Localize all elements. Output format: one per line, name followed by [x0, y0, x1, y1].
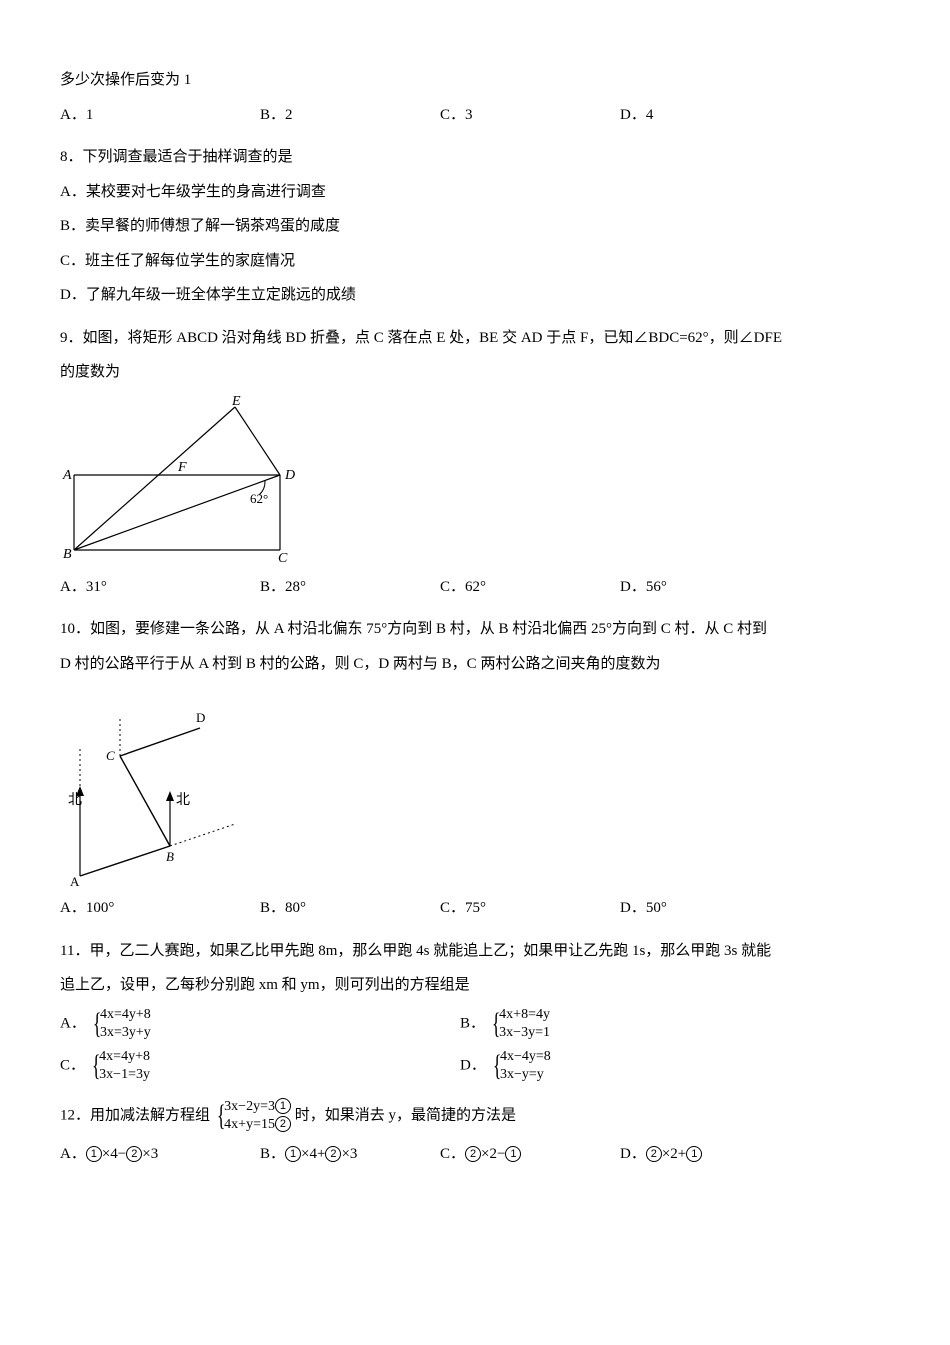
q11-c-prefix: C．: [60, 1057, 85, 1073]
q9-figure: A B C D E F 62°: [60, 395, 300, 565]
q8-opt-a: A．某校要对七年级学生的身高进行调查: [60, 178, 890, 207]
q12-b-prefix: B．: [260, 1146, 285, 1162]
q12-e2: 4x+y=15: [224, 1117, 275, 1132]
q9-opt-a: A．31°: [60, 573, 260, 602]
q8-stem: 8．下列调查最适合于抽样调查的是: [60, 143, 890, 172]
q11-a-e1: 4x=4y+8: [100, 1006, 151, 1024]
q11-stem-2: 追上乙，设甲，乙每秒分别跑 xm 和 ym，则可列出的方程组是: [60, 971, 890, 1000]
q8-opt-d: D．了解九年级一班全体学生立定跳远的成绩: [60, 281, 890, 310]
q12-b-mid: ×4+: [301, 1146, 325, 1162]
q12-d-mid: ×2+: [662, 1146, 686, 1162]
q9-opt-c: C．62°: [440, 573, 620, 602]
q12-e1: 3x−2y=3: [224, 1099, 275, 1114]
circled-1-icon: 1: [505, 1146, 521, 1162]
q12-b-tail: ×3: [341, 1146, 357, 1162]
svg-text:B: B: [63, 547, 72, 562]
q12-post: 时，如果消去 y，最简捷的方法是: [295, 1107, 516, 1123]
q10-stem-1: 10．如图，要修建一条公路，从 A 村沿北偏东 75°方向到 B 村，从 B 村…: [60, 615, 890, 644]
q10-opt-c: C．75°: [440, 894, 620, 923]
circled-1-icon: 1: [275, 1098, 291, 1114]
q11-b-e2: 3x−3y=1: [499, 1024, 550, 1042]
svg-text:E: E: [231, 395, 241, 409]
svg-text:A: A: [70, 874, 80, 886]
svg-text:C: C: [106, 748, 115, 763]
circled-2-icon: 2: [275, 1116, 291, 1132]
q12-opt-c: C．2×2−1: [440, 1140, 620, 1169]
q7-opt-a: A．1: [60, 101, 260, 130]
q7-stem-tail: 多少次操作后变为 1: [60, 66, 890, 95]
q9-opt-d: D．56°: [620, 573, 760, 602]
q11-b-prefix: B．: [460, 1015, 485, 1031]
q10-opt-a: A．100°: [60, 894, 260, 923]
circled-1-icon: 1: [686, 1146, 702, 1162]
q11-opt-c: C． { 4x=4y+8 3x−1=3y: [60, 1048, 460, 1084]
svg-text:B: B: [166, 849, 174, 864]
q11-d-e2: 3x−y=y: [500, 1066, 551, 1084]
q12-c-prefix: C．: [440, 1146, 465, 1162]
q9-stem-2: 的度数为: [60, 358, 890, 387]
svg-text:F: F: [177, 460, 187, 475]
q11-opt-a: A． { 4x=4y+8 3x=3y+y: [60, 1006, 460, 1042]
q11-a-e2: 3x=3y+y: [100, 1024, 151, 1042]
q7-opt-c: C．3: [440, 101, 620, 130]
q9-options: A．31° B．28° C．62° D．56°: [60, 573, 890, 602]
q12-options: A．1×4−2×3 B．1×4+2×3 C．2×2−1 D．2×2+1: [60, 1140, 890, 1169]
q7-options: A．1 B．2 C．3 D．4: [60, 101, 890, 130]
q12-c-mid: ×2−: [481, 1146, 505, 1162]
q10-options: A．100° B．80° C．75° D．50°: [60, 894, 890, 923]
q7-opt-b: B．2: [260, 101, 440, 130]
q11-row-ab: A． { 4x=4y+8 3x=3y+y B． { 4x+8=4y 3x−3y=…: [60, 1006, 890, 1042]
circled-2-icon: 2: [325, 1146, 341, 1162]
svg-text:C: C: [278, 551, 288, 565]
q11-row-cd: C． { 4x=4y+8 3x−1=3y D． { 4x−4y=8 3x−y=y: [60, 1048, 890, 1084]
svg-text:A: A: [62, 468, 72, 483]
q11-c-e2: 3x−1=3y: [99, 1066, 150, 1084]
q12-opt-b: B．1×4+2×3: [260, 1140, 440, 1169]
q12-pre: 12．用加减法解方程组: [60, 1107, 210, 1123]
q10-opt-d: D．50°: [620, 894, 760, 923]
q12-d-prefix: D．: [620, 1146, 646, 1162]
q10-opt-b: B．80°: [260, 894, 440, 923]
q8-opt-c: C．班主任了解每位学生的家庭情况: [60, 247, 890, 276]
svg-text:D: D: [284, 468, 295, 483]
q12-a-tail: ×3: [142, 1146, 158, 1162]
q11-a-prefix: A．: [60, 1015, 86, 1031]
q11-stem-1: 11．甲，乙二人赛跑，如果乙比甲先跑 8m，那么甲跑 4s 就能追上乙；如果甲让…: [60, 937, 890, 966]
circled-2-icon: 2: [465, 1146, 481, 1162]
q12-a-mid: ×4−: [102, 1146, 126, 1162]
q11-d-prefix: D．: [460, 1057, 486, 1073]
q12-stem: 12．用加减法解方程组 { 3x−2y=31 4x+y=152 时，如果消去 y…: [60, 1098, 890, 1134]
q8-opt-b: B．卖早餐的师傅想了解一锅茶鸡蛋的咸度: [60, 212, 890, 241]
q11-opt-d: D． { 4x−4y=8 3x−y=y: [460, 1048, 860, 1084]
q12-a-prefix: A．: [60, 1146, 86, 1162]
q11-opt-b: B． { 4x+8=4y 3x−3y=1: [460, 1006, 860, 1042]
svg-text:D: D: [196, 710, 205, 725]
q11-b-e1: 4x+8=4y: [499, 1006, 550, 1024]
q9-opt-b: B．28°: [260, 573, 440, 602]
q11-d-e1: 4x−4y=8: [500, 1048, 551, 1066]
q11-c-e1: 4x=4y+8: [99, 1048, 150, 1066]
q9-stem-1: 9．如图，将矩形 ABCD 沿对角线 BD 折叠，点 C 落在点 E 处，BE …: [60, 324, 890, 353]
q10-stem-2: D 村的公路平行于从 A 村到 B 村的公路，则 C，D 两村与 B，C 两村公…: [60, 650, 890, 679]
q7-opt-d: D．4: [620, 101, 760, 130]
svg-text:北: 北: [176, 792, 190, 808]
q12-opt-a: A．1×4−2×3: [60, 1140, 260, 1169]
circled-1-icon: 1: [285, 1146, 301, 1162]
circled-1-icon: 1: [86, 1146, 102, 1162]
svg-text:北: 北: [68, 792, 82, 808]
q10-figure: A B C D 北 北: [60, 686, 250, 886]
q12-opt-d: D．2×2+1: [620, 1140, 760, 1169]
circled-2-icon: 2: [646, 1146, 662, 1162]
svg-text:62°: 62°: [250, 491, 268, 506]
circled-2-icon: 2: [126, 1146, 142, 1162]
